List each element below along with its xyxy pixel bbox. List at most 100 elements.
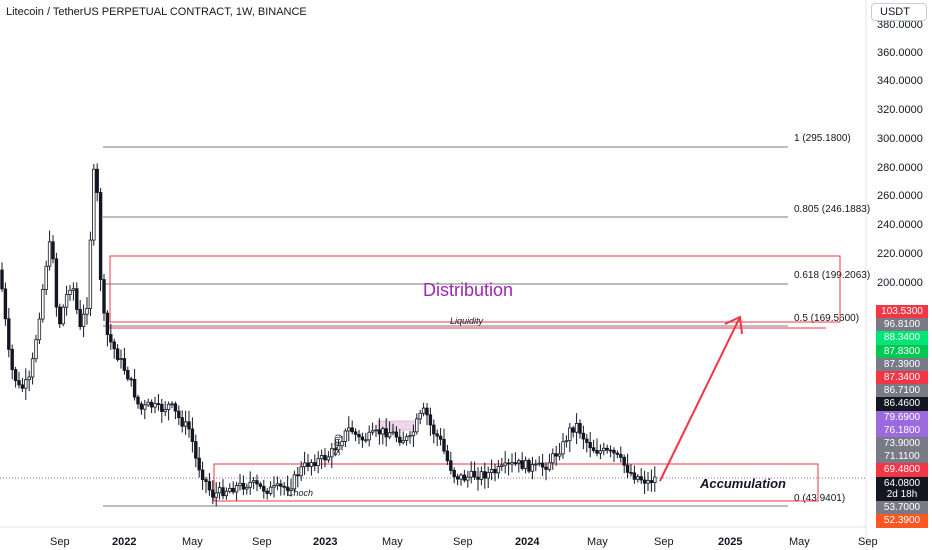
candle-body bbox=[207, 481, 212, 491]
price-tag: 86.7100 bbox=[876, 384, 928, 399]
candle-body bbox=[605, 447, 609, 451]
candle-body bbox=[404, 436, 409, 441]
currency-button[interactable]: USDT bbox=[871, 3, 927, 21]
candle-body bbox=[415, 418, 419, 433]
candle-body bbox=[166, 403, 171, 410]
candles bbox=[0, 163, 657, 507]
candle-body bbox=[466, 476, 470, 481]
candle-body bbox=[595, 450, 599, 454]
candle-body bbox=[530, 464, 535, 472]
fib-levels[interactable]: 1 (295.1800) 0.805 (246.1883) 0.618 (199… bbox=[103, 133, 870, 507]
candle-body bbox=[234, 485, 239, 493]
price-axis: 380.0000 360.0000 340.0000 320.0000 300.… bbox=[877, 19, 923, 289]
candle-body bbox=[24, 379, 28, 389]
candle-body bbox=[7, 318, 11, 350]
candle-body bbox=[360, 436, 365, 441]
price-tag: 71.1100 bbox=[876, 450, 928, 465]
candle-body bbox=[102, 279, 106, 314]
candle-body bbox=[255, 480, 259, 485]
candle-body bbox=[248, 481, 252, 488]
candle-body bbox=[411, 431, 416, 436]
candle-body bbox=[115, 348, 120, 360]
price-tick: 300.0000 bbox=[877, 133, 923, 145]
price-tick: 280.0000 bbox=[877, 162, 923, 174]
candle-body bbox=[204, 479, 208, 482]
candle-body bbox=[561, 441, 565, 455]
candle-body bbox=[98, 192, 103, 280]
candle-body bbox=[54, 258, 59, 308]
candle-body bbox=[591, 447, 596, 451]
candle-body bbox=[149, 401, 154, 408]
candle-body bbox=[615, 452, 620, 455]
time-label: 2024 bbox=[515, 536, 540, 548]
candle-body bbox=[71, 288, 76, 291]
candle-body bbox=[47, 241, 52, 267]
choch-label: Choch bbox=[287, 488, 313, 498]
projection-arrow[interactable] bbox=[659, 315, 743, 482]
candle-body bbox=[27, 376, 31, 381]
candle-body bbox=[469, 470, 473, 478]
candle-body bbox=[612, 449, 616, 454]
candle-body bbox=[493, 468, 497, 474]
candle-body bbox=[357, 433, 361, 438]
distribution-zone[interactable] bbox=[109, 255, 841, 323]
candle-body bbox=[129, 378, 133, 381]
candle-body bbox=[435, 433, 439, 437]
candle-body bbox=[642, 479, 647, 484]
candle-body bbox=[197, 457, 201, 471]
candle-body bbox=[408, 435, 412, 438]
candle-body bbox=[211, 489, 215, 498]
fib-label: 0.805 (246.1883) bbox=[794, 204, 870, 215]
candle-body bbox=[296, 474, 300, 477]
time-label: Sep bbox=[654, 536, 674, 548]
candle-body bbox=[367, 431, 371, 441]
fib-label: 0.618 (199.2063) bbox=[794, 270, 870, 281]
candle-body bbox=[10, 348, 14, 371]
candle-body bbox=[279, 483, 283, 487]
candle-body bbox=[496, 466, 501, 474]
candle-body bbox=[472, 470, 477, 478]
candle-body bbox=[483, 471, 487, 479]
candle-body bbox=[462, 474, 467, 481]
candle-body bbox=[489, 468, 494, 473]
candle-body bbox=[619, 454, 623, 458]
candle-body bbox=[350, 427, 354, 433]
price-tag: 64.0800 2d 18h bbox=[876, 476, 928, 501]
candle-body bbox=[585, 438, 589, 443]
candle-body bbox=[347, 427, 351, 432]
candle-body bbox=[330, 448, 334, 458]
price-tag: 87.3900 bbox=[876, 357, 928, 372]
price-tick: 200.0000 bbox=[877, 277, 923, 289]
candle-body bbox=[534, 463, 538, 466]
candle-body bbox=[30, 358, 35, 378]
candle-body bbox=[194, 441, 198, 459]
candle-body bbox=[391, 431, 395, 434]
candle-body bbox=[292, 474, 297, 490]
candle-body bbox=[602, 447, 606, 452]
candle-body bbox=[173, 403, 178, 412]
candle-body bbox=[374, 429, 378, 432]
candle-body bbox=[214, 492, 218, 498]
candle-body bbox=[506, 462, 511, 465]
candle-body bbox=[231, 487, 235, 493]
distribution-label: Distribution bbox=[423, 280, 513, 300]
candle-body bbox=[649, 480, 654, 483]
candle-body bbox=[401, 440, 405, 443]
candle-body bbox=[177, 410, 181, 418]
price-tag: 103.5300 bbox=[876, 305, 928, 319]
candle-body bbox=[629, 471, 633, 474]
candle-body bbox=[517, 460, 521, 464]
chart-title: Litecoin / TetherUS PERPETUAL CONTRACT, … bbox=[6, 6, 307, 18]
candle-body bbox=[384, 428, 388, 438]
time-label: May bbox=[182, 536, 203, 548]
candle-body bbox=[0, 269, 4, 290]
time-label: May bbox=[382, 536, 403, 548]
price-tag: 79.6900 bbox=[876, 410, 928, 425]
candle-body bbox=[302, 462, 307, 468]
candle-body bbox=[160, 403, 164, 412]
price-tick: 240.0000 bbox=[877, 219, 923, 231]
candle-body bbox=[187, 421, 191, 430]
candle-body bbox=[139, 403, 144, 410]
candle-body bbox=[316, 458, 320, 467]
